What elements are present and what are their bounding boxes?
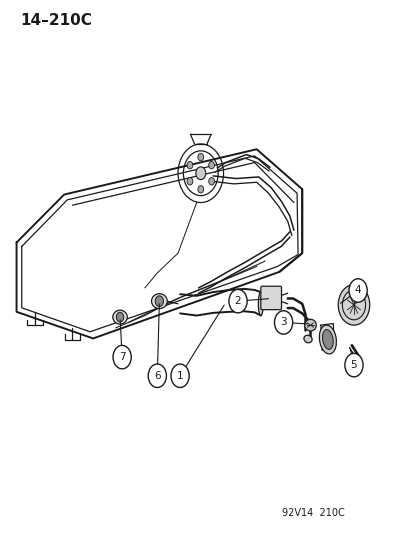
Circle shape: [113, 345, 131, 369]
Ellipse shape: [322, 329, 332, 350]
Circle shape: [348, 279, 366, 302]
Text: 4: 4: [354, 286, 361, 295]
Circle shape: [337, 285, 369, 325]
Text: 1: 1: [176, 371, 183, 381]
Text: 92V14  210C: 92V14 210C: [281, 508, 344, 518]
Ellipse shape: [112, 310, 127, 324]
Text: 14–210C: 14–210C: [21, 13, 93, 28]
Circle shape: [197, 154, 203, 161]
Circle shape: [148, 364, 166, 387]
Ellipse shape: [151, 294, 167, 309]
Ellipse shape: [258, 292, 263, 316]
Circle shape: [208, 177, 214, 185]
Circle shape: [195, 167, 205, 180]
Circle shape: [344, 353, 362, 377]
Circle shape: [274, 311, 292, 334]
Text: 2: 2: [234, 296, 241, 306]
Circle shape: [187, 161, 192, 169]
Ellipse shape: [318, 325, 336, 354]
Circle shape: [116, 312, 123, 322]
Circle shape: [197, 185, 203, 193]
Ellipse shape: [303, 335, 311, 343]
Circle shape: [228, 289, 247, 313]
Text: 7: 7: [119, 352, 125, 362]
Circle shape: [208, 161, 214, 169]
FancyBboxPatch shape: [260, 286, 281, 310]
Circle shape: [187, 177, 192, 185]
Text: 6: 6: [154, 371, 160, 381]
Text: 3: 3: [280, 318, 286, 327]
Ellipse shape: [304, 319, 316, 331]
Text: 5: 5: [350, 360, 356, 370]
Circle shape: [155, 296, 163, 306]
Circle shape: [171, 364, 189, 387]
